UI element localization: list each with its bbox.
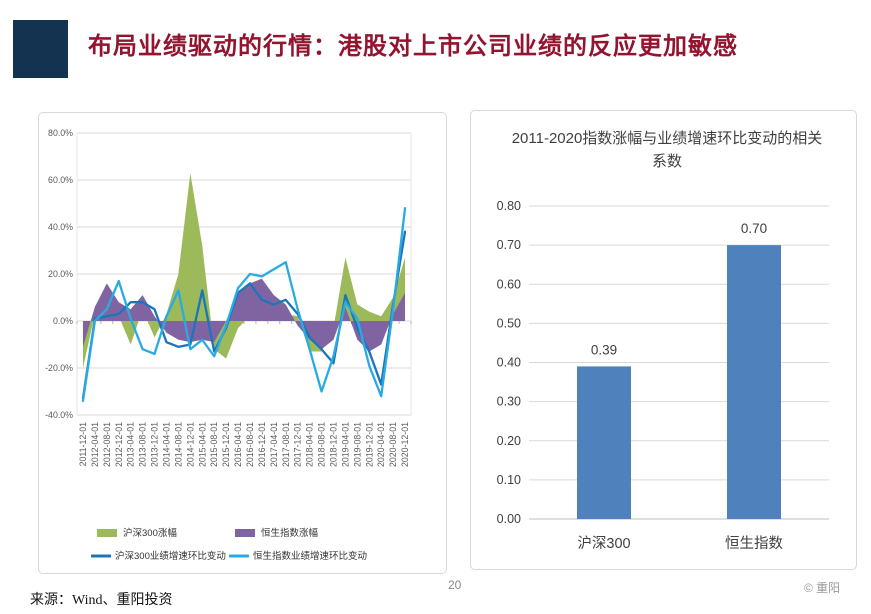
x-axis-tick-label: 2015-04-01 — [197, 422, 207, 467]
legend-label: 沪深300业绩增速环比变动 — [115, 550, 226, 562]
bar-1 — [727, 245, 781, 519]
x-axis-tick-label: 2014-12-01 — [185, 422, 195, 467]
x-axis-tick-label: 2016-12-01 — [257, 422, 267, 467]
legend-swatch — [97, 529, 117, 537]
bar-chart-title: 2011-2020指数涨幅与业绩增速环比变动的相关 — [512, 130, 823, 147]
x-axis-tick-label: 2015-08-01 — [209, 422, 219, 467]
x-axis-category-label: 恒生指数 — [725, 535, 783, 552]
x-axis-tick-label: 2017-08-01 — [281, 422, 291, 467]
x-axis-tick-label: 2018-04-01 — [305, 422, 315, 467]
y-axis-tick-label: 0.50 — [497, 316, 521, 330]
y-axis-tick-label: 0.60 — [497, 277, 521, 291]
bar-0 — [577, 366, 631, 519]
x-axis-tick-label: 2014-08-01 — [173, 422, 183, 467]
bar-value-label: 0.70 — [741, 221, 767, 236]
x-axis-tick-label: 2013-08-01 — [138, 422, 148, 467]
legend-label: 恒生指数业绩增速环比变动 — [253, 550, 367, 562]
x-axis-tick-label: 2019-12-01 — [364, 422, 374, 467]
x-axis-tick-label: 2018-08-01 — [317, 422, 327, 467]
area-series-1 — [82, 278, 406, 352]
x-axis-category-label: 沪深300 — [577, 535, 630, 552]
x-axis-tick-label: 2019-08-01 — [352, 422, 362, 467]
x-axis-tick-label: 2012-04-01 — [90, 422, 100, 467]
bar-value-label: 0.39 — [591, 342, 617, 357]
area-series-0 — [82, 172, 406, 368]
x-axis-tick-label: 2019-04-01 — [340, 422, 350, 467]
y-axis-tick-label: 0.20 — [497, 434, 521, 448]
slide-title: 布局业绩驱动的行情：港股对上市公司业绩的反应更加敏感 — [88, 34, 738, 60]
y-axis-tick-label: 0.80 — [497, 199, 521, 213]
y-axis-tick-label: 40.0% — [48, 222, 73, 232]
x-axis-tick-label: 2013-04-01 — [126, 422, 136, 467]
x-axis-tick-label: 2014-04-01 — [161, 422, 171, 467]
combo-chart-panel: 80.0% 60.0% 40.0% 20.0% 0.0% -20.0% -40.0% 2011… — [38, 112, 447, 574]
source-note: 来源：Wind、重阳投资 — [30, 593, 173, 608]
x-axis-tick-label: 2018-12-01 — [328, 422, 338, 467]
index-return-vs-earnings-combo-chart: 80.0% 60.0% 40.0% 20.0% 0.0% -20.0% -40.0% 2011… — [45, 128, 412, 562]
x-axis-tick-label: 2017-04-01 — [269, 422, 279, 467]
y-axis-tick-label: 60.0% — [48, 175, 73, 185]
x-axis-tick-label: 2013-12-01 — [150, 422, 160, 467]
legend-label: 恒生指数涨幅 — [261, 527, 319, 539]
y-axis-tick-label: 0.10 — [497, 473, 521, 487]
y-axis-tick-label: 0.0% — [53, 316, 73, 326]
y-axis-tick-label: -20.0% — [45, 363, 73, 373]
legend-label: 沪深300涨幅 — [123, 527, 177, 539]
x-axis-tick-label: 2020-08-01 — [388, 422, 398, 467]
x-axis-tick-label: 2012-12-01 — [114, 422, 124, 467]
y-axis-tick-label: -40.0% — [45, 410, 73, 420]
copyright: © 重阳 — [804, 581, 841, 595]
y-axis-tick-label: 0.00 — [497, 512, 521, 526]
x-axis-tick-label: 2012-08-01 — [102, 422, 112, 467]
x-axis-tick-label: 2020-12-01 — [400, 422, 410, 467]
x-axis-tick-label: 2015-12-01 — [221, 422, 231, 467]
y-axis-tick-label: 20.0% — [48, 269, 73, 279]
correlation-bar-chart-panel: 2011-2020指数涨幅与业绩增速环比变动的相关 系数 0.80 0.70 0.60 0… — [470, 110, 857, 570]
x-axis-tick-label: 2016-08-01 — [245, 422, 255, 467]
x-axis-tick-label: 2017-12-01 — [293, 422, 303, 467]
x-axis-tick-label: 2020-04-01 — [376, 422, 386, 467]
line-series-1 — [81, 207, 407, 403]
y-axis-tick-label: 80.0% — [48, 128, 73, 138]
page-number: 20 — [448, 578, 462, 592]
x-axis-tick-label: 2016-04-01 — [233, 422, 243, 467]
x-axis-tick-label: 2011-12-01 — [78, 422, 88, 466]
y-axis-tick-label: 0.40 — [497, 356, 521, 370]
legend-swatch — [235, 529, 255, 537]
y-axis-tick-label: 0.30 — [497, 395, 521, 409]
slide-accent-square — [13, 20, 68, 78]
y-axis-tick-label: 0.70 — [497, 238, 521, 252]
bar-chart-title: 系数 — [652, 153, 682, 170]
